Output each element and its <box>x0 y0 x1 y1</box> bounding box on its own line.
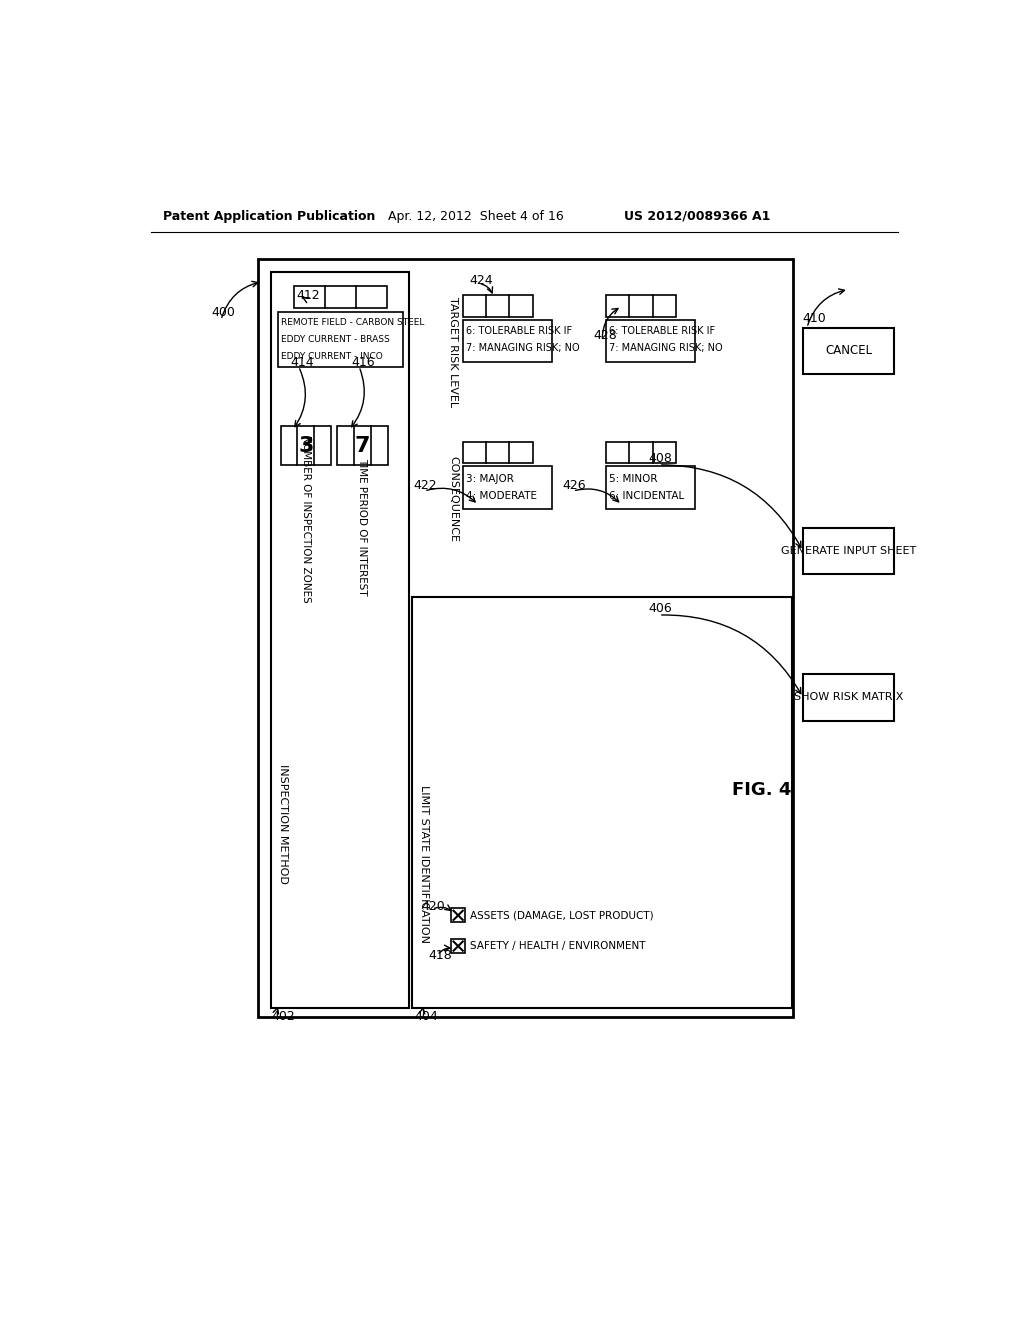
Polygon shape <box>612 300 624 313</box>
Text: 4: MODERATE: 4: MODERATE <box>466 491 537 500</box>
Text: 7: 7 <box>354 436 371 455</box>
Text: 402: 402 <box>271 1010 295 1023</box>
Text: 7: MANAGING RISK; NO: 7: MANAGING RISK; NO <box>466 343 580 352</box>
Bar <box>452 908 465 923</box>
Text: NUMBER OF INSPECTION ZONES: NUMBER OF INSPECTION ZONES <box>301 434 311 603</box>
Text: TARGET RISK LEVEL: TARGET RISK LEVEL <box>449 297 459 408</box>
Bar <box>803 675 895 721</box>
Text: 420: 420 <box>422 899 445 912</box>
Bar <box>606 442 676 463</box>
Text: 404: 404 <box>415 1010 438 1023</box>
Text: 422: 422 <box>414 479 437 492</box>
Bar <box>463 296 532 317</box>
Polygon shape <box>302 290 317 304</box>
Text: FIG. 4: FIG. 4 <box>732 781 792 799</box>
Text: CANCEL: CANCEL <box>825 345 872 358</box>
Bar <box>463 321 552 363</box>
Bar <box>606 296 676 317</box>
Text: INSPECTION METHOD: INSPECTION METHOD <box>278 764 288 884</box>
Text: 7: MANAGING RISK; NO: 7: MANAGING RISK; NO <box>609 343 723 352</box>
Polygon shape <box>469 446 480 459</box>
Text: 6: TOLERABLE RISK IF: 6: TOLERABLE RISK IF <box>466 326 572 335</box>
Bar <box>606 321 695 363</box>
Bar <box>606 466 695 508</box>
Text: 406: 406 <box>649 602 673 615</box>
Text: TIME PERIOD OF INTEREST: TIME PERIOD OF INTEREST <box>357 458 368 595</box>
Bar <box>281 426 331 465</box>
Polygon shape <box>658 300 670 313</box>
Text: SHOW RISK MATRIX: SHOW RISK MATRIX <box>794 693 903 702</box>
Polygon shape <box>515 300 526 313</box>
Polygon shape <box>341 434 350 457</box>
Polygon shape <box>658 446 670 459</box>
Bar <box>463 442 532 463</box>
Text: 414: 414 <box>291 356 314 370</box>
Bar <box>413 597 793 1007</box>
Text: CONSEQUENCE: CONSEQUENCE <box>449 455 459 541</box>
Text: 5: MINOR: 5: MINOR <box>609 474 657 483</box>
Polygon shape <box>469 300 480 313</box>
Polygon shape <box>318 434 327 457</box>
Bar <box>803 327 895 374</box>
Text: 400: 400 <box>212 306 236 319</box>
Text: LIMIT STATE IDENTIFICATION: LIMIT STATE IDENTIFICATION <box>419 785 429 942</box>
Text: 418: 418 <box>428 949 452 962</box>
Polygon shape <box>285 434 293 457</box>
Bar <box>294 286 387 308</box>
Text: 428: 428 <box>593 329 616 342</box>
Bar <box>337 426 388 465</box>
Text: 408: 408 <box>649 453 673 465</box>
Text: 412: 412 <box>296 289 319 302</box>
Bar <box>803 528 895 574</box>
Text: REMOTE FIELD - CARBON STEEL: REMOTE FIELD - CARBON STEEL <box>281 318 424 327</box>
Text: GENERATE INPUT SHEET: GENERATE INPUT SHEET <box>781 546 916 556</box>
Bar <box>258 259 793 1016</box>
Text: Apr. 12, 2012  Sheet 4 of 16: Apr. 12, 2012 Sheet 4 of 16 <box>388 210 563 223</box>
Text: SAFETY / HEALTH / ENVIRONMENT: SAFETY / HEALTH / ENVIRONMENT <box>470 941 645 952</box>
Text: US 2012/0089366 A1: US 2012/0089366 A1 <box>624 210 770 223</box>
Text: EDDY CURRENT - INCO: EDDY CURRENT - INCO <box>281 352 382 360</box>
Bar <box>271 272 410 1007</box>
Text: 416: 416 <box>351 356 375 370</box>
Bar <box>278 312 403 367</box>
Polygon shape <box>612 446 624 459</box>
Text: ASSETS (DAMAGE, LOST PRODUCT): ASSETS (DAMAGE, LOST PRODUCT) <box>470 911 653 920</box>
Polygon shape <box>364 290 379 304</box>
Text: EDDY CURRENT - BRASS: EDDY CURRENT - BRASS <box>281 335 389 343</box>
Polygon shape <box>515 446 526 459</box>
Text: 410: 410 <box>802 312 826 325</box>
Text: Patent Application Publication: Patent Application Publication <box>163 210 375 223</box>
Text: 6: TOLERABLE RISK IF: 6: TOLERABLE RISK IF <box>609 326 716 335</box>
Polygon shape <box>375 434 383 457</box>
Text: 424: 424 <box>469 273 493 286</box>
Text: 6: INCIDENTAL: 6: INCIDENTAL <box>609 491 684 500</box>
Text: 426: 426 <box>562 479 586 492</box>
Text: 3: 3 <box>298 436 313 455</box>
Text: 3: MAJOR: 3: MAJOR <box>466 474 514 483</box>
Bar <box>452 940 465 953</box>
Bar <box>463 466 552 508</box>
